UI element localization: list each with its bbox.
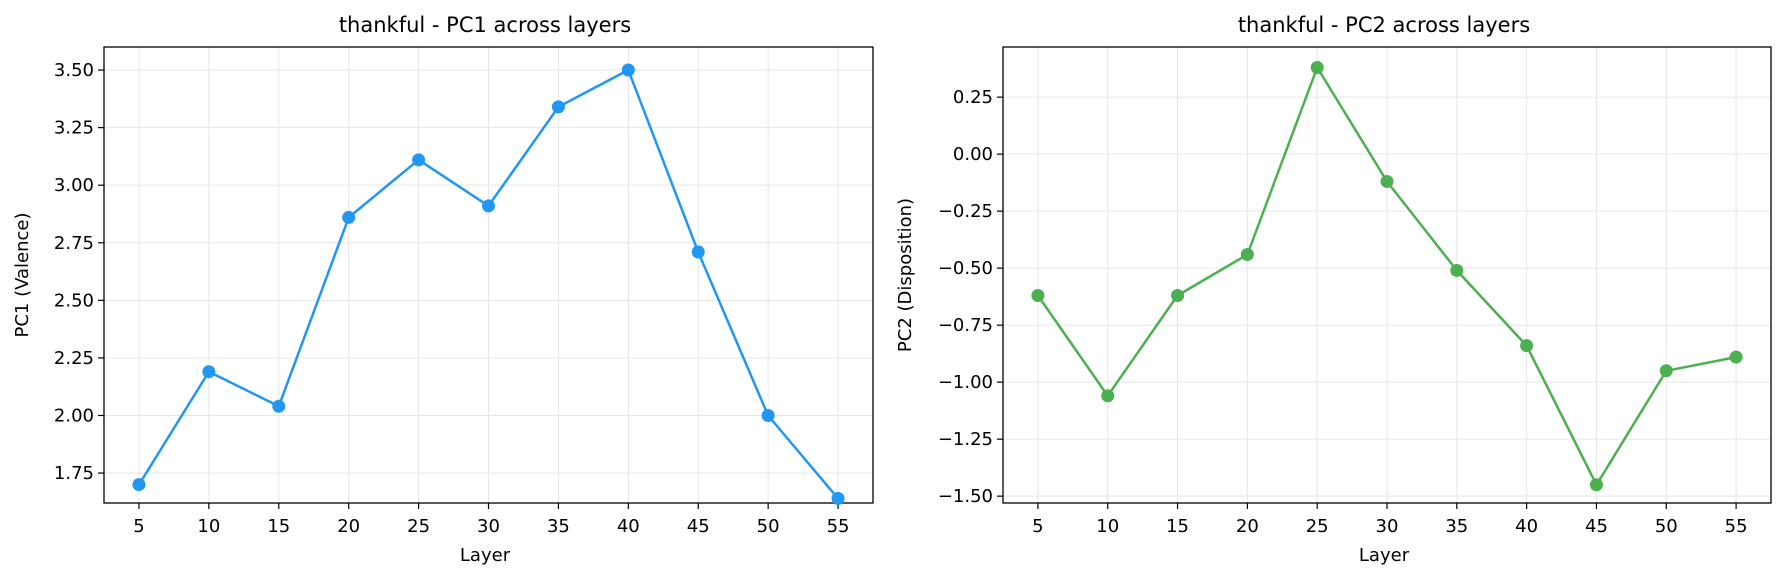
x-tick-label: 35 [1445,516,1468,537]
x-tick-label: 35 [547,516,570,537]
y-tick-label: 3.25 [54,118,94,139]
y-tick-label: 2.50 [54,290,94,311]
x-axis-label: Layer [460,545,511,566]
data-point [1659,364,1673,378]
data-point [202,365,216,379]
x-tick-label: 5 [133,516,144,537]
y-tick-label: −0.75 [938,315,993,336]
y-axis-label: PC1 (Valence) [12,212,33,337]
data-point [1729,350,1743,364]
data-point [412,153,426,167]
x-tick-label: 50 [1655,516,1678,537]
y-tick-label: 2.00 [54,405,94,426]
chart-pc2: thankful - PC2 across layers Layer PC2 (… [895,13,1772,566]
data-point [1450,263,1464,277]
data-point [272,399,286,413]
data-point [1520,339,1534,353]
y-tick-label: −0.25 [938,201,993,222]
y-tick-label: 2.25 [54,348,94,369]
x-tick-label: 30 [1376,516,1399,537]
data-point [1310,61,1324,75]
data-point [1589,478,1603,492]
x-tick-label: 45 [687,516,710,537]
y-tick-label: −1.50 [938,486,993,507]
x-tick-label: 20 [337,516,360,537]
x-tick-label: 40 [617,516,640,537]
ticks: 5 10 15 20 25 30 35 40 45 50 55 −1.50 −1.25 −1.00 −0.7… [938,87,1748,537]
y-tick-label: 2.75 [54,233,94,254]
data-point [551,100,565,114]
x-tick-label: 55 [1725,516,1748,537]
chart-title: thankful - PC2 across layers [1238,13,1530,37]
x-tick-label: 25 [407,516,430,537]
x-tick-label: 25 [1306,516,1329,537]
data-point [1171,289,1185,303]
data-point [1031,289,1045,303]
x-tick-label: 5 [1032,516,1043,537]
y-tick-label: 1.75 [54,463,94,484]
x-tick-label: 50 [757,516,780,537]
chart-pc1: thankful - PC1 across layers Layer PC1 (… [12,13,874,566]
plot-frame [103,46,874,504]
y-axis-label: PC2 (Disposition) [895,198,916,352]
x-tick-label: 10 [197,516,220,537]
x-tick-label: 45 [1585,516,1608,537]
x-tick-label: 10 [1096,516,1119,537]
data-point [132,478,146,492]
data-point [482,199,495,213]
y-tick-label: 0.00 [953,144,993,165]
x-axis-label: Layer [1359,545,1410,566]
data-point [342,210,356,224]
y-tick-label: 0.25 [953,87,993,108]
data-point [1240,247,1254,261]
ticks: 5 10 15 20 25 30 35 40 45 50 55 1.75 2.00 2.25 2.50 2.7… [54,60,850,537]
data-point [831,491,845,505]
x-tick-label: 20 [1236,516,1259,537]
chart-title: thankful - PC1 across layers [339,13,631,37]
grid [104,47,873,503]
x-tick-label: 40 [1515,516,1538,537]
data-point [761,408,775,422]
grid [1003,47,1771,503]
x-tick-label: 30 [477,516,500,537]
plot-frame [1002,46,1772,504]
x-tick-label: 15 [267,516,290,537]
data-point [1380,175,1394,189]
y-tick-label: −1.25 [938,429,993,450]
y-tick-label: 3.00 [54,175,94,196]
data-point [691,245,705,259]
x-tick-label: 55 [827,516,850,537]
y-tick-label: 3.50 [54,60,94,81]
y-tick-label: −0.50 [938,258,993,279]
data-point [1101,389,1115,403]
y-tick-label: −1.00 [938,372,993,393]
data-point [621,63,635,77]
x-tick-label: 15 [1166,516,1189,537]
